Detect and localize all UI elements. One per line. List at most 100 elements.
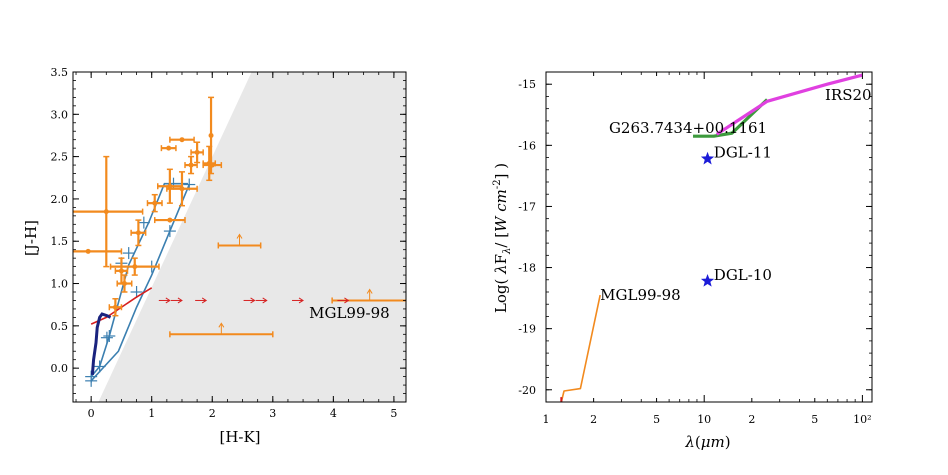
right-arrow <box>158 297 171 304</box>
right-arrow-head <box>177 297 183 304</box>
right-x-ticks: 1 2 5 10 2 5 10² <box>543 72 872 426</box>
right-x-axis-label: λ(μm) <box>684 433 730 451</box>
y-tick-label: 1.5 <box>51 235 69 248</box>
up-arrow-head <box>366 288 373 294</box>
data-point <box>202 162 223 169</box>
point-marker <box>194 149 200 155</box>
x-tick-label: 1 <box>148 407 155 420</box>
x-tick-label: 2 <box>748 413 755 426</box>
point-marker <box>166 145 172 151</box>
x-tick-label: 5 <box>811 413 818 426</box>
color-color-panel: 0 1 2 3 4 5 0.0 0.5 1.0 1.5 2.0 2.5 3.0 3.5 MGL99-98… <box>22 66 407 446</box>
right-arrow <box>292 297 304 304</box>
point-marker <box>135 230 141 236</box>
y-tick-label: -16 <box>518 139 536 152</box>
point-marker <box>167 217 173 223</box>
left-y-axis-label: [J-H] <box>22 220 40 256</box>
right-arrow-head <box>165 297 171 304</box>
lower-limit-point <box>169 322 274 338</box>
x-tick-label: 5 <box>390 407 397 420</box>
data-point <box>146 193 163 213</box>
right-arrow-head <box>201 297 208 304</box>
series-line-irs20 <box>715 73 863 136</box>
point-marker <box>112 304 118 310</box>
lower-limit-points <box>169 233 406 338</box>
data-point <box>73 248 123 255</box>
reddening-cross-marker <box>163 225 176 238</box>
right-arrow <box>243 297 256 304</box>
point-marker <box>179 137 185 143</box>
y-tick-label: 2.5 <box>51 151 69 164</box>
data-point <box>114 257 129 285</box>
y-tick-label: 0.0 <box>51 362 69 375</box>
right-arrow <box>255 297 268 304</box>
x-tick-label: 2 <box>209 407 216 420</box>
point-marker <box>118 268 124 274</box>
reddening-cross-marker <box>122 247 135 260</box>
right-arrow-head <box>262 297 268 304</box>
annotation-dgl-11: DGL-11 <box>714 144 772 162</box>
star-marker-dgl-10 <box>700 274 715 287</box>
reddening-band <box>98 72 406 402</box>
giant-branch-line <box>90 312 112 376</box>
reddening-cross-marker <box>103 330 116 342</box>
sed-panel: 1 2 5 10 2 5 10² -15 -16 -17 -18 -19 -20 G263.7434+… <box>492 71 873 451</box>
y-tick-label: -18 <box>518 262 536 275</box>
point-marker <box>103 209 109 215</box>
up-arrow-head <box>218 322 225 328</box>
series-line-mgl99-98 <box>560 294 601 402</box>
y-tick-label: -19 <box>518 323 536 336</box>
star-marker-dgl-11 <box>700 151 715 165</box>
reddening-cross-marker <box>137 216 150 229</box>
right-arrow-head <box>250 297 256 304</box>
y-tick-label: -17 <box>518 200 536 213</box>
right-arrow-head <box>298 297 304 304</box>
annotation-dgl-10: DGL-10 <box>714 266 772 284</box>
data-point <box>166 171 198 207</box>
reddening-cross-marker <box>93 360 106 373</box>
right-y-axis-label: Log( λFλ/ [W cm-2] ) <box>492 163 513 313</box>
right-annotations: G263.7434+00.1161 IRS20 DGL-11 DGL-10 MGL99-… <box>600 86 871 304</box>
data-point <box>160 145 177 152</box>
data-point <box>184 155 198 175</box>
data-point <box>157 168 183 204</box>
y-tick-label: 0.5 <box>51 320 69 333</box>
y-tick-label: -20 <box>518 384 536 397</box>
data-points <box>73 96 223 317</box>
right-arrow-head <box>344 297 350 304</box>
x-tick-label: 10 <box>697 413 711 426</box>
data-point <box>116 274 133 293</box>
point-marker <box>208 132 214 138</box>
x-tick-label: 5 <box>653 413 660 426</box>
point-marker <box>85 248 91 254</box>
right-arrow <box>195 297 208 304</box>
y-tick-label: 3.0 <box>51 108 69 121</box>
point-marker <box>152 200 158 206</box>
right-arrows <box>158 297 350 304</box>
x-tick-label: 0 <box>88 407 95 420</box>
y-tick-label: 2.0 <box>51 193 69 206</box>
point-marker <box>121 281 127 287</box>
x-tick-label: 4 <box>330 407 337 420</box>
left-x-axis-label: [H-K] <box>219 428 260 446</box>
right-arrow <box>337 297 350 304</box>
data-point <box>73 155 144 268</box>
mgl99-98-annotation-left: MGL99-98 <box>309 304 390 322</box>
series-line-g263-7434-00-1161 <box>693 98 769 138</box>
point-marker <box>188 162 194 168</box>
left-x-ticks: 0 1 2 3 4 5 <box>75 72 397 420</box>
x-tick-label: 1 <box>543 413 550 426</box>
data-point <box>153 217 186 224</box>
right-axes-frame <box>545 71 873 403</box>
point-marker <box>179 186 185 192</box>
y-tick-label: -15 <box>518 78 536 91</box>
x-tick-label: 10² <box>853 413 871 426</box>
point-marker <box>132 264 138 270</box>
data-point <box>169 136 195 143</box>
point-marker <box>167 183 173 189</box>
annotation-g263-7434-00-1161: G263.7434+00.1161 <box>609 119 767 137</box>
data-point <box>208 96 215 175</box>
left-y-ticks: 0.0 0.5 1.0 1.5 2.0 2.5 3.0 3.5 <box>51 66 406 394</box>
data-point <box>109 257 160 276</box>
reddening-cross-marker <box>85 374 98 387</box>
